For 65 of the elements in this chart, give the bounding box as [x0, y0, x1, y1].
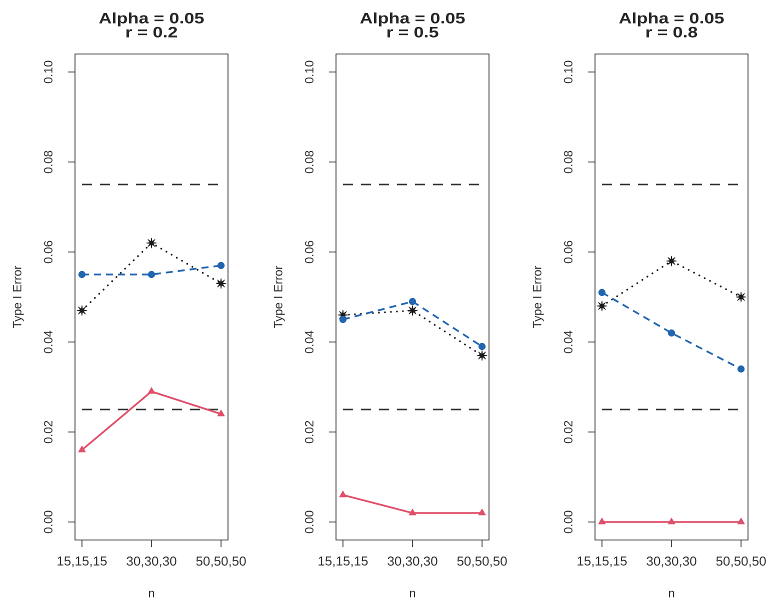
point: [737, 518, 745, 524]
y-tick-label: 0.02: [304, 420, 314, 444]
y-tick-label: 0.02: [564, 420, 572, 444]
chart-title: Alpha = 0.05: [99, 12, 204, 26]
x-tick-label: 15,15,15: [58, 556, 107, 568]
chart-subtitle: r = 0.5: [387, 26, 438, 38]
point: [408, 298, 416, 306]
point: [598, 518, 606, 524]
point: [737, 365, 745, 373]
y-tick-label: 0.04: [304, 330, 314, 354]
y-tick-label: 0.10: [44, 60, 52, 84]
point: [78, 446, 86, 452]
chart-subtitle: r = 0.8: [646, 26, 698, 38]
point: [478, 342, 486, 350]
x-tick-label: 50,50,50: [716, 556, 766, 568]
point: [339, 490, 347, 498]
y-tick-label: 0.04: [44, 330, 52, 354]
x-tick-label: 30,30,30: [126, 556, 176, 568]
chart-title: Alpha = 0.05: [619, 12, 724, 26]
point: [339, 316, 347, 324]
point: [76, 305, 88, 316]
point: [736, 292, 746, 302]
y-tick-label: 0.10: [304, 60, 314, 84]
x-tick-label: 50,50,50: [457, 556, 507, 568]
point: [217, 262, 225, 270]
point: [216, 278, 226, 289]
y-axis-title: Type I Error: [274, 266, 285, 328]
point: [148, 387, 156, 394]
y-tick-label: 0.08: [304, 150, 314, 174]
y-axis-title: Type I Error: [533, 266, 544, 328]
point: [666, 256, 677, 266]
point: [476, 350, 488, 361]
y-tick-label: 0.00: [564, 510, 572, 534]
y-tick-label: 0.08: [564, 150, 572, 174]
x-tick-label: 50,50,50: [196, 556, 246, 568]
point: [598, 288, 606, 296]
x-tick-label: 15,15,15: [578, 556, 627, 568]
point: [148, 270, 156, 278]
point: [478, 508, 486, 516]
point: [146, 238, 157, 248]
y-tick-label: 0.00: [304, 510, 314, 534]
x-tick-label: 30,30,30: [646, 556, 696, 568]
x-axis-title: n: [148, 590, 154, 598]
y-axis-title: Type I Error: [13, 266, 24, 328]
point: [217, 410, 225, 416]
point: [407, 305, 418, 316]
chart-subtitle: r = 0.2: [126, 26, 178, 38]
point: [408, 508, 416, 516]
y-tick-label: 0.06: [44, 240, 52, 264]
chart-title: Alpha = 0.05: [360, 12, 465, 26]
point: [668, 329, 676, 337]
x-tick-label: 30,30,30: [388, 556, 438, 568]
point: [78, 270, 86, 278]
x-tick-label: 15,15,15: [318, 556, 368, 568]
point: [596, 300, 608, 312]
y-tick-label: 0.00: [44, 510, 52, 534]
y-tick-label: 0.08: [44, 150, 52, 174]
y-tick-label: 0.06: [304, 240, 314, 264]
y-tick-label: 0.10: [564, 60, 572, 84]
point: [668, 518, 676, 524]
y-tick-label: 0.04: [564, 330, 572, 354]
x-axis-title: n: [410, 590, 416, 598]
x-axis-title: n: [668, 590, 674, 598]
y-tick-label: 0.06: [564, 240, 572, 264]
y-tick-label: 0.02: [44, 420, 52, 444]
